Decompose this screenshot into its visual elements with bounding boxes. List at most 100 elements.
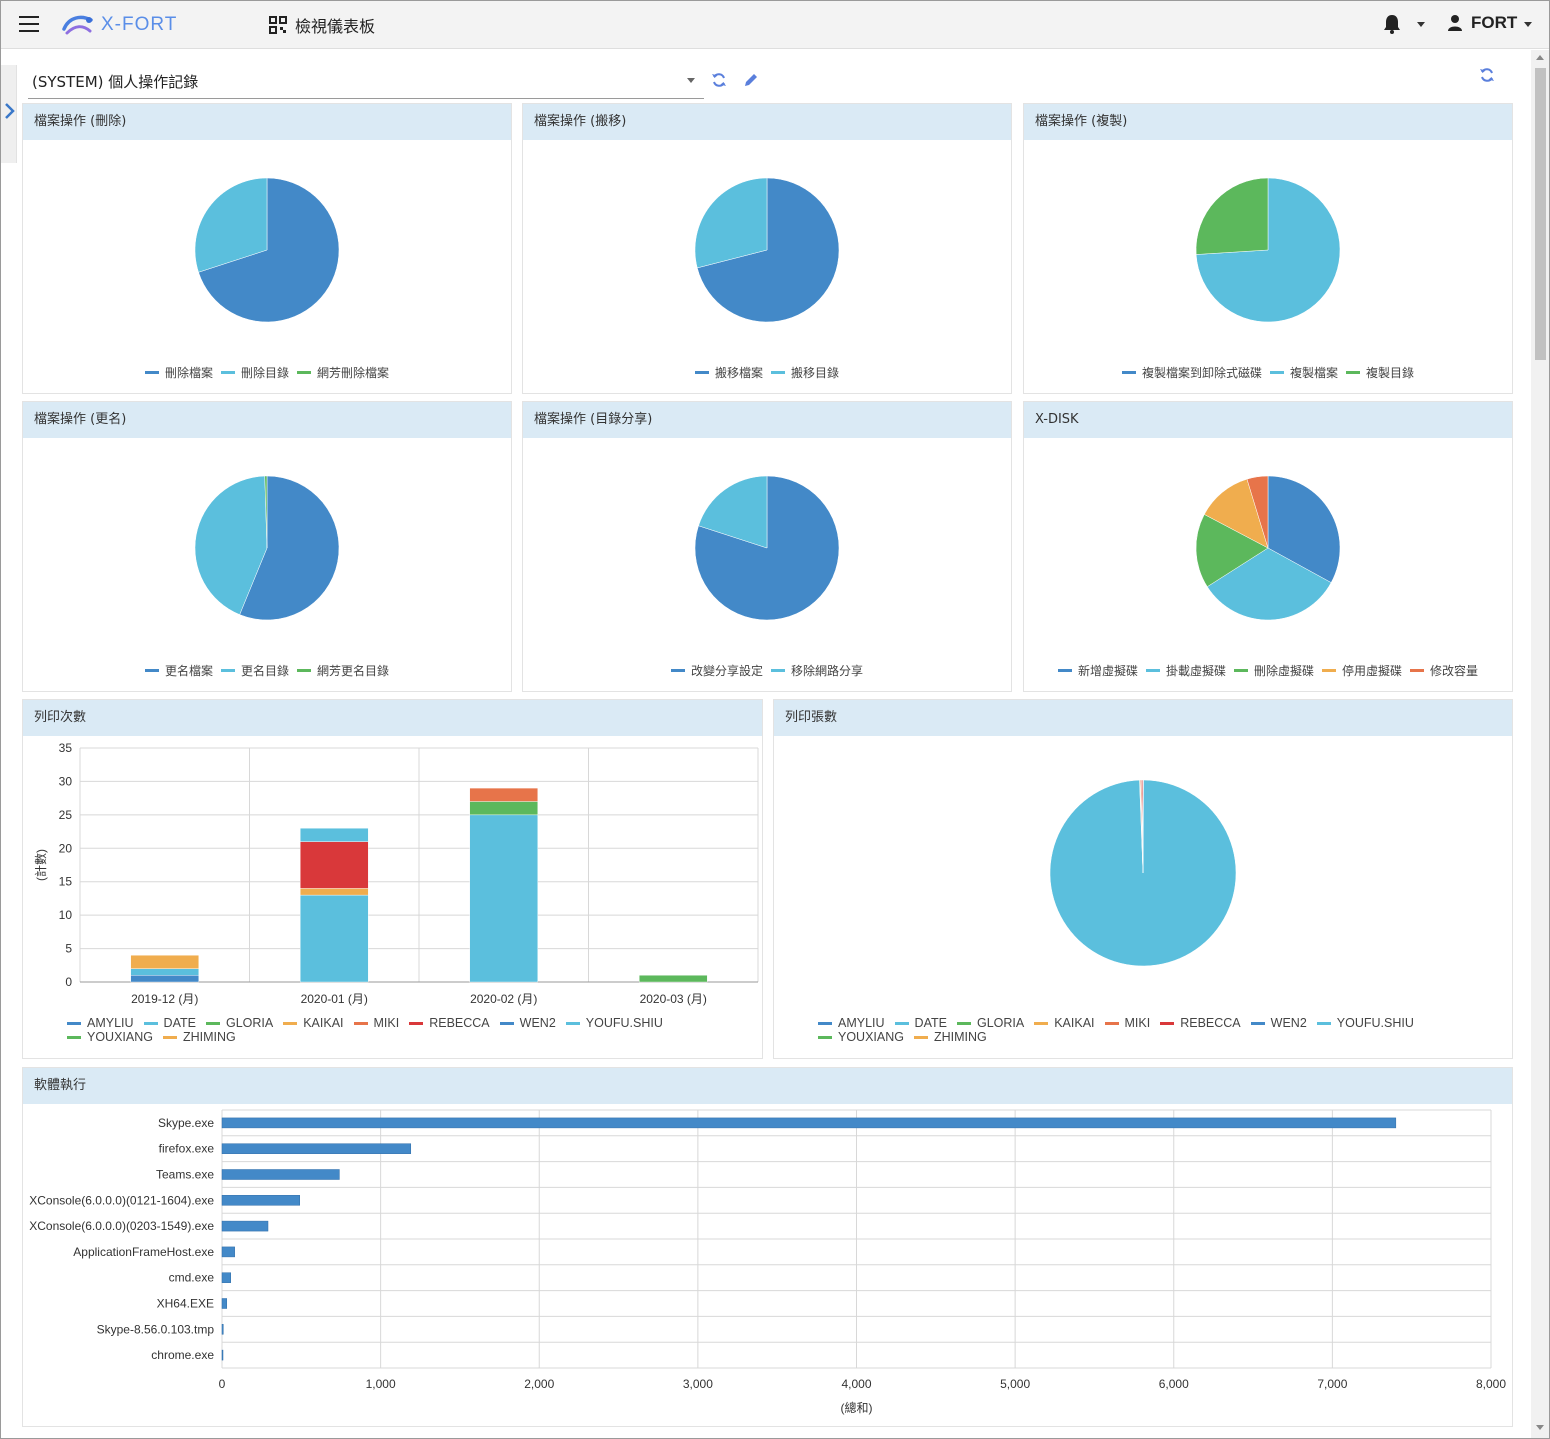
bar[interactable]: [221, 1195, 300, 1206]
brand-logo[interactable]: X-FORT: [61, 11, 177, 39]
pie-slice[interactable]: [194, 177, 268, 273]
pie-slice[interactable]: [698, 475, 768, 549]
pie-slice[interactable]: [194, 475, 268, 615]
legend-item[interactable]: 停用虛擬碟: [1322, 662, 1402, 679]
legend-item[interactable]: 更名檔案: [144, 662, 213, 679]
legend-item[interactable]: 複製目錄: [1346, 364, 1414, 381]
bar-segment[interactable]: [300, 888, 369, 896]
legend-item[interactable]: 刪除檔案: [144, 364, 213, 381]
scroll-down-arrow-icon[interactable]: [1536, 1425, 1544, 1430]
sidebar-toggle[interactable]: [1, 65, 17, 163]
legend-item[interactable]: 複製檔案到卸除式磁碟: [1121, 364, 1262, 381]
pie-slice[interactable]: [1195, 514, 1269, 588]
legend-item[interactable]: YOUXIANG: [818, 1030, 904, 1044]
legend-item[interactable]: 刪除虛擬碟: [1233, 662, 1314, 679]
pie-slice[interactable]: [198, 177, 340, 323]
bar[interactable]: [221, 1143, 412, 1154]
legend-item[interactable]: ZHIMING: [914, 1030, 987, 1044]
pie-slice[interactable]: [264, 475, 268, 549]
legend-swatch: [297, 669, 311, 672]
bar-segment[interactable]: [639, 975, 708, 983]
pie-slice[interactable]: [239, 475, 340, 621]
legend-item[interactable]: 修改容量: [1410, 662, 1478, 679]
pie-slice[interactable]: [1195, 177, 1269, 255]
legend-item[interactable]: GLORIA: [205, 1016, 273, 1030]
bar[interactable]: [221, 1220, 269, 1232]
legend-item[interactable]: 掛載虛擬碟: [1145, 662, 1226, 679]
legend-item[interactable]: 網芳更名目錄: [297, 662, 389, 679]
bar-segment[interactable]: [300, 841, 369, 889]
dashboard-select[interactable]: (SYSTEM) 個人操作記錄: [28, 63, 704, 99]
legend-label: 刪除檔案: [164, 366, 213, 380]
pencil-icon[interactable]: [743, 72, 759, 88]
y-tick-label: ApplicationFrameHost.exe: [73, 1245, 214, 1259]
legend-item[interactable]: 搬移目錄: [771, 364, 839, 381]
legend-item[interactable]: AMYLIU: [67, 1016, 134, 1030]
legend-item[interactable]: 網芳刪除檔案: [297, 364, 389, 381]
bar[interactable]: [221, 1272, 231, 1283]
bar-segment[interactable]: [469, 801, 538, 816]
legend-item[interactable]: 新增虛擬碟: [1057, 662, 1138, 679]
legend-item[interactable]: YOUFU.SHIU: [565, 1016, 663, 1030]
bar-segment[interactable]: [300, 828, 369, 842]
legend-item[interactable]: WEN2: [499, 1016, 556, 1030]
legend-label: ZHIMING: [934, 1030, 987, 1044]
legend-item[interactable]: 刪除目錄: [220, 364, 289, 381]
bar[interactable]: [221, 1169, 340, 1180]
legend-item[interactable]: 複製檔案: [1269, 364, 1338, 381]
pie-slice[interactable]: [1246, 475, 1269, 549]
refresh-icon[interactable]: [711, 72, 727, 88]
legend-item[interactable]: 改變分享設定: [670, 662, 763, 679]
legend-item[interactable]: GLORIA: [956, 1016, 1024, 1030]
hamburger-icon[interactable]: [19, 16, 39, 34]
chart-legend: 新增虛擬碟 掛載虛擬碟 刪除虛擬碟 停用虛擬碟 修改容量: [1024, 662, 1512, 679]
bar[interactable]: [221, 1298, 228, 1309]
y-tick-label: 10: [59, 908, 73, 922]
y-tick-label: Skype.exe: [158, 1116, 214, 1130]
refresh-all-icon[interactable]: [1479, 67, 1495, 83]
y-tick-label: 25: [59, 808, 73, 822]
bar[interactable]: [221, 1349, 224, 1361]
legend-item[interactable]: KAIKAI: [283, 1016, 344, 1030]
bar-segment[interactable]: [469, 787, 538, 802]
legend-item[interactable]: REBECCA: [409, 1016, 490, 1030]
scrollbar-thumb[interactable]: [1535, 68, 1546, 360]
legend-item[interactable]: 搬移檔案: [694, 364, 763, 381]
bar-segment[interactable]: [130, 955, 199, 969]
legend-item[interactable]: REBECCA: [1160, 1016, 1241, 1030]
chart-legend: 改變分享設定 移除網路分享: [523, 662, 1011, 679]
bar-segment[interactable]: [300, 894, 369, 983]
bar[interactable]: [221, 1246, 235, 1258]
pie-slice[interactable]: [696, 177, 840, 323]
notifications-button[interactable]: [1383, 14, 1401, 38]
user-icon: [1448, 15, 1462, 31]
bar-segment[interactable]: [130, 968, 199, 976]
scroll-up-arrow-icon[interactable]: [1536, 55, 1544, 60]
legend-item[interactable]: MIKI: [353, 1016, 399, 1030]
legend-item[interactable]: DATE: [143, 1016, 196, 1030]
panel-title: 檔案操作 (目錄分享): [523, 402, 1011, 438]
bar[interactable]: [221, 1324, 224, 1335]
legend-item[interactable]: MIKI: [1104, 1016, 1150, 1030]
legend-item[interactable]: YOUFU.SHIU: [1316, 1016, 1414, 1030]
pie-slice[interactable]: [1267, 475, 1341, 583]
bar-segment[interactable]: [130, 975, 199, 983]
legend-item[interactable]: ZHIMING: [163, 1030, 236, 1044]
legend-item[interactable]: 更名目錄: [220, 662, 289, 679]
bar[interactable]: [221, 1117, 1397, 1129]
pie-slice[interactable]: [694, 177, 768, 269]
chart-legend: AMYLIU DATE GLORIA KAIKAI MIKI REBECCA WEN2 YOU…: [67, 1016, 747, 1044]
legend-item[interactable]: AMYLIU: [818, 1016, 885, 1030]
notifications-caret-icon[interactable]: [1417, 22, 1425, 27]
vertical-scrollbar[interactable]: [1531, 50, 1549, 1438]
legend-item[interactable]: KAIKAI: [1034, 1016, 1095, 1030]
user-menu[interactable]: FORT: [1447, 13, 1517, 33]
legend-item[interactable]: 移除網路分享: [771, 662, 863, 679]
bar-segment[interactable]: [469, 814, 538, 983]
user-caret-icon[interactable]: [1524, 22, 1532, 27]
pie-slice[interactable]: [1206, 547, 1332, 621]
legend-item[interactable]: DATE: [894, 1016, 947, 1030]
legend-label: 更名檔案: [164, 664, 213, 678]
legend-item[interactable]: WEN2: [1250, 1016, 1307, 1030]
legend-item[interactable]: YOUXIANG: [67, 1030, 153, 1044]
